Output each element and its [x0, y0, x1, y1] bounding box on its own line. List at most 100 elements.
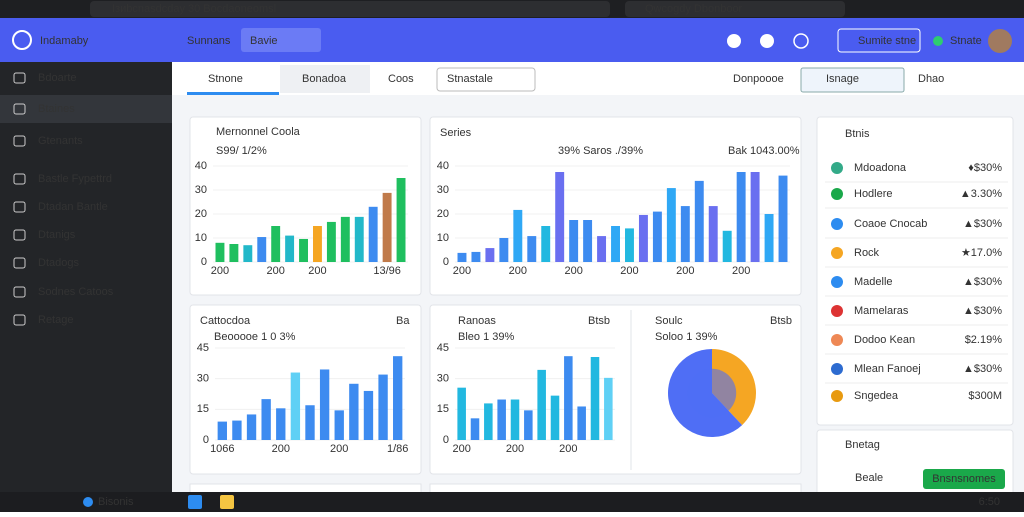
sidebar-item[interactable]: Retage	[38, 314, 73, 326]
tab-select[interactable]	[436, 67, 536, 92]
list-item[interactable]: Sngedea	[854, 390, 899, 402]
bar	[499, 238, 509, 262]
x-tick-label: 200	[453, 265, 471, 277]
x-tick-label: 200	[559, 443, 577, 455]
tab[interactable]: Coos	[388, 73, 414, 85]
status-dot	[933, 36, 943, 46]
header-select[interactable]	[241, 28, 321, 52]
list-item[interactable]: Madelle	[854, 276, 893, 288]
card-title: Ranoas	[458, 315, 496, 327]
sidebar-item[interactable]: Bastle Fypettrd	[38, 173, 112, 185]
sidebar-item[interactable]: Dtadan Bantle	[38, 201, 108, 213]
list-icon	[831, 247, 843, 259]
list-icon	[831, 305, 843, 317]
select-label[interactable]: Bavie	[250, 35, 278, 47]
y-tick-label: 0	[203, 434, 209, 446]
bar	[708, 206, 718, 262]
bar	[497, 399, 506, 440]
panel-row: Beale	[855, 472, 883, 484]
header-button[interactable]	[837, 28, 921, 53]
bar	[396, 178, 406, 262]
button-label[interactable]: Bnsnsnomes	[932, 473, 996, 485]
list-item[interactable]: Mdoadona	[854, 162, 907, 174]
bar	[550, 395, 560, 440]
bar	[666, 188, 676, 262]
card-legend: Soloo 1 39%	[655, 331, 718, 343]
bar	[243, 245, 253, 262]
sidebar-icon	[13, 135, 26, 147]
bar	[764, 214, 774, 262]
icon-home[interactable]	[727, 34, 741, 48]
icon-shield[interactable]	[760, 34, 774, 48]
bar	[541, 226, 551, 262]
tab-indicator	[187, 92, 279, 95]
x-tick-label: 200	[620, 265, 638, 277]
panel-title: Btnis	[845, 128, 870, 140]
card-legend: Beooooe 1 0 3%	[214, 331, 296, 343]
y-tick-label: 40	[195, 160, 207, 172]
bar	[285, 235, 295, 262]
sidebar-item[interactable]: Sodnes Catoos	[38, 286, 114, 298]
bar	[778, 175, 788, 262]
bar	[368, 206, 378, 262]
tab-right[interactable]: Isnage	[826, 73, 859, 85]
list-value: ▲3.30%	[960, 188, 1002, 200]
tab-active-right[interactable]	[800, 67, 905, 93]
browser-tab-title: Qwcogdy Dbonboor	[645, 3, 743, 15]
sidebar-item[interactable]: Btaines	[38, 103, 75, 115]
tab[interactable]: Stnone	[208, 73, 243, 85]
taskbar-icon[interactable]	[220, 495, 234, 509]
button-label[interactable]: Sumite stne	[858, 35, 916, 47]
taskbar-app[interactable]: Bisonis	[98, 496, 134, 508]
y-tick-label: 0	[443, 434, 449, 446]
bar	[652, 211, 662, 262]
bar	[457, 387, 466, 440]
tab-select-label[interactable]: Stnastale	[447, 73, 493, 85]
x-tick-label: 200	[211, 265, 229, 277]
card-corner: Ba	[396, 315, 410, 327]
list-item[interactable]: Rock	[854, 247, 880, 259]
bar	[217, 421, 227, 440]
taskbar-icon[interactable]	[188, 495, 202, 509]
bar	[261, 399, 271, 440]
icon-settings[interactable]	[793, 33, 809, 49]
list-item[interactable]: Mlean Fanoej	[854, 363, 921, 375]
bar	[694, 180, 704, 262]
avatar[interactable]	[988, 29, 1012, 53]
sidebar-item[interactable]: Gtenants	[38, 135, 83, 147]
list-value: ▲$30%	[963, 218, 1002, 230]
list-item[interactable]: Mamelaras	[854, 305, 909, 317]
logo-icon	[12, 30, 32, 50]
sidebar-item[interactable]: Dtanigs	[38, 229, 76, 241]
bar	[564, 356, 573, 440]
bar	[597, 236, 607, 262]
sidebar-item[interactable]: Dtadogs	[38, 257, 79, 269]
list-value: $300M	[968, 390, 1002, 402]
app-header	[0, 18, 1024, 62]
browser-tab	[625, 1, 845, 17]
card-legend: 39% Saros ./39%	[558, 145, 643, 157]
sidebar-item[interactable]: Bdoarte	[38, 72, 77, 84]
list-icon	[831, 276, 843, 288]
bar	[510, 399, 520, 440]
list-item[interactable]: Coaoe Cnocab	[854, 218, 927, 230]
panel-button[interactable]	[923, 469, 1005, 489]
nav-link[interactable]: Sunnans	[187, 35, 231, 47]
bar	[524, 410, 533, 440]
y-tick-label: 15	[197, 403, 209, 415]
tab-right[interactable]: Dhao	[918, 73, 944, 85]
sidebar-icon	[13, 103, 26, 115]
list-item[interactable]: Dodoo Kean	[854, 334, 915, 346]
tab-right[interactable]: Donpoooe	[733, 73, 784, 85]
x-tick-label: 200	[266, 265, 284, 277]
bar	[537, 369, 546, 440]
list-item[interactable]: Hodlere	[854, 188, 893, 200]
bar	[305, 405, 315, 440]
tab[interactable]: Bonadoa	[302, 73, 347, 85]
taskbar-icon[interactable]	[83, 497, 93, 507]
card-legend: Bak 1043.00%	[728, 145, 800, 157]
list-value: ▲$30%	[963, 305, 1002, 317]
list-icon	[831, 390, 843, 402]
browser-tab-title: Ізиbсnаsdcday 30 Bocdaoneomsl	[112, 3, 276, 15]
